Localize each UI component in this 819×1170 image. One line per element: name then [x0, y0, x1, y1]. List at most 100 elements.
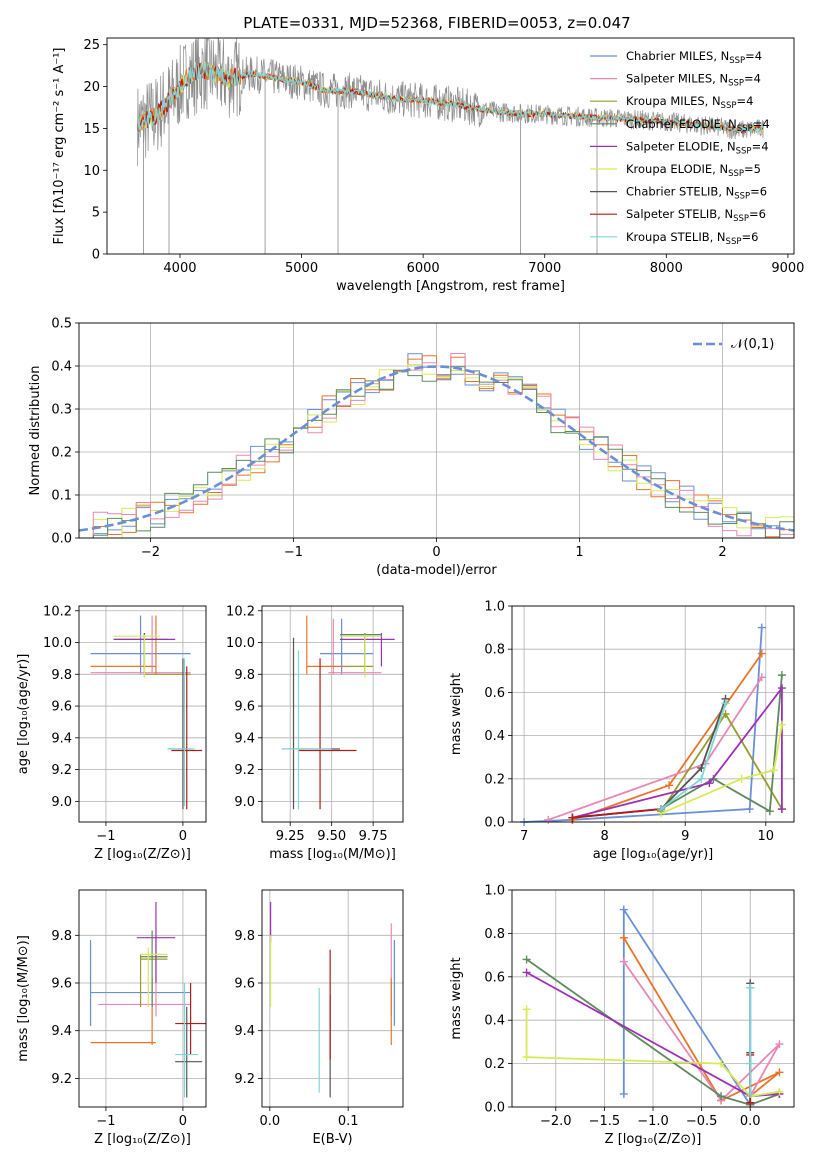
y-tick-label: 10.2 [43, 604, 72, 619]
legend-label: Salpeter STELIB, NSSP=6 [626, 207, 766, 224]
y-axis-label: Flux [fλ10⁻¹⁷ erg cm⁻² s⁻¹ A⁻¹] [52, 48, 67, 245]
weight-marker [775, 1040, 784, 1049]
axes-frame [511, 889, 795, 1108]
x-tick-label: 5000 [285, 261, 318, 276]
axes-frame [261, 605, 404, 823]
weight-marker [665, 781, 674, 790]
y-tick-label: 0.5 [51, 317, 72, 332]
x-tick-label: 1 [575, 545, 583, 560]
weight-line [660, 675, 783, 813]
weight-marker [746, 1089, 755, 1098]
y-tick-label: 0.2 [484, 772, 505, 787]
y-tick-label: 0.2 [51, 446, 72, 461]
x-axis-label: Z [log₁₀(Z/Z⊙)] [605, 1132, 702, 1147]
x-tick-label: −1.0 [637, 1114, 669, 1129]
weight-line [660, 712, 783, 812]
y-tick-label: 9.2 [234, 763, 255, 778]
x-tick-label: 0.1 [338, 1114, 359, 1129]
x-tick-label: 0 [179, 829, 187, 844]
axes-frame [511, 605, 795, 823]
axes-frame [78, 889, 207, 1108]
x-axis-label: age [log₁₀(age/yr)] [593, 847, 714, 862]
weight-marker [777, 684, 786, 693]
y-tick-label: 10 [83, 164, 100, 179]
axes-frame [78, 605, 207, 823]
weight-line [572, 808, 662, 819]
x-tick-label: 8000 [650, 261, 683, 276]
y-tick-label: 25 [83, 38, 100, 53]
weight-marker [777, 720, 786, 729]
weight-marker [717, 1092, 726, 1101]
y-tick-label: 0.0 [51, 532, 72, 547]
x-axis-label: E(B-V) [312, 1132, 352, 1147]
chart-age-vs-mass: 9.25 9.50 9.75 9.0 9.2 9.4 9.6 9.8 10.0 10.2 mass … [226, 604, 404, 862]
y-tick-label: 0 [92, 248, 100, 263]
weight-line [660, 724, 783, 815]
y-axis-label: mass weight [449, 673, 464, 755]
chart-spectrum: 4000 5000 6000 7000 8000 9000 0 5 10 15 20 25 wavele… [52, 37, 804, 294]
x-tick-label: 0 [432, 545, 440, 560]
x-tick-label: −2.0 [540, 1114, 572, 1129]
legend: Chabrier MILES, NSSP=4 Salpeter MILES, NS… [590, 49, 770, 247]
weight-marker [775, 1087, 784, 1096]
y-tick-label: 10.0 [226, 636, 255, 651]
gridlines [512, 889, 794, 1108]
y-tick-label: 0.3 [51, 403, 72, 418]
x-tick-label: 0.0 [740, 1114, 761, 1129]
weight-marker [721, 699, 730, 708]
y-tick-label: 0.2 [484, 1057, 505, 1072]
legend-label: Kroupa ELODIE, NSSP=5 [626, 162, 761, 179]
y-tick-label: 0.0 [484, 1101, 505, 1116]
y-tick-label: 9.4 [51, 1024, 72, 1039]
chart-weight-vs-Z: −2.0 −1.5 −1.0 −0.5 0.0 0.0 0.2 0.4 0.6 0.8 1.0 Z [… [449, 884, 795, 1147]
normal-curve [78, 365, 795, 532]
y-tick-label: 0.6 [484, 970, 505, 985]
y-tick-label: 9.4 [234, 731, 255, 746]
weight-marker [777, 805, 786, 814]
x-axis-label: Z [log₁₀(Z/Z⊙)] [94, 847, 191, 862]
weight-marker [717, 1059, 726, 1068]
x-tick-label: 9000 [771, 261, 804, 276]
weight-marker [737, 774, 746, 783]
legend-label: Salpeter ELODIE, NSSP=4 [626, 139, 769, 156]
x-tick-label: 4000 [163, 261, 196, 276]
x-tick-label: −0.5 [686, 1114, 718, 1129]
legend-label: Kroupa STELIB, NSSP=6 [626, 230, 758, 247]
y-tick-label: 10.2 [226, 604, 255, 619]
weight-line [526, 958, 780, 1106]
y-tick-label: 0.1 [51, 489, 72, 504]
weight-marker [522, 955, 531, 964]
weight-line [572, 685, 783, 819]
x-tick-label: 9.25 [276, 829, 305, 844]
y-tick-label: 20 [83, 80, 100, 95]
y-tick-label: 9.4 [234, 1024, 255, 1039]
x-tick-label: −1 [284, 545, 303, 560]
legend-label: Salpeter MILES, NSSP=4 [626, 72, 761, 89]
x-tick-label: 7000 [528, 261, 561, 276]
x-axis-label: wavelength [Angstrom, rest frame] [336, 279, 565, 294]
x-tick-label: 0 [179, 1114, 187, 1129]
y-axis-label: age [log₁₀(age/yr)] [16, 654, 31, 775]
chart-mass-vs-Z: −1 0 9.2 9.4 9.6 9.8 Z [log₁₀(Z/Z⊙)] mass [log₁… [16, 889, 207, 1147]
weight-marker [775, 1068, 784, 1077]
y-tick-label: 15 [83, 122, 100, 137]
legend-label: Chabrier MILES, NSSP=4 [626, 49, 762, 66]
axes-frame [261, 889, 404, 1108]
y-tick-label: 0.8 [484, 927, 505, 942]
weight-marker [746, 1059, 755, 1068]
y-tick-label: 0.4 [484, 1014, 505, 1029]
weight-marker [705, 779, 714, 788]
axes-frame [106, 37, 795, 255]
y-tick-label: 5 [92, 206, 100, 221]
x-tick-label: 9 [681, 829, 689, 844]
x-axis-label: Z [log₁₀(Z/Z⊙)] [94, 1132, 191, 1147]
y-axis-label: mass [log₁₀(M/M⊙)] [16, 935, 31, 1062]
residual-histogram [79, 366, 794, 538]
y-tick-label: 0.4 [484, 729, 505, 744]
residual-histogram [79, 353, 794, 538]
x-tick-label: 9.75 [359, 829, 388, 844]
y-tick-label: 9.0 [51, 795, 72, 810]
chart-mass-vs-EBV: 0.0 0.1 9.2 9.4 9.6 9.8 E(B-V) [234, 889, 404, 1147]
gridlines [262, 890, 403, 1107]
